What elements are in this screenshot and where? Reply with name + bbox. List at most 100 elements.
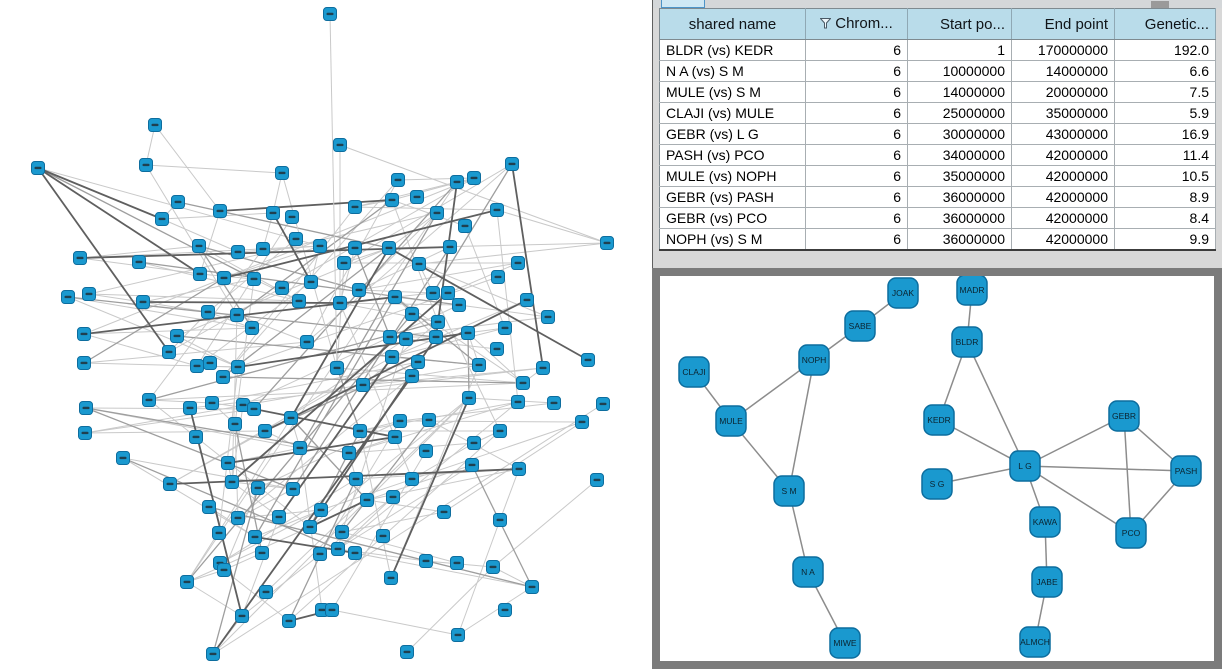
- table-cell[interactable]: 16.9: [1114, 123, 1216, 145]
- table-row[interactable]: MULE (vs) S M 6 14000000 20000000 7.5: [659, 81, 1216, 103]
- network-edge: [148, 399, 213, 404]
- table-cell[interactable]: 6.6: [1114, 60, 1216, 82]
- table-cell[interactable]: 42000000: [1011, 165, 1115, 187]
- table-cell[interactable]: GEBR (vs) PASH: [659, 186, 806, 208]
- table-cell[interactable]: 42000000: [1011, 144, 1115, 166]
- table-cell[interactable]: 9.9: [1114, 228, 1216, 250]
- table-row[interactable]: MULE (vs) NOPH 6 35000000 42000000 10.5: [659, 165, 1216, 187]
- network-node-almch[interactable]: ALMCH: [1019, 626, 1051, 658]
- network-node-miwe[interactable]: MIWE: [829, 627, 861, 659]
- table-cell[interactable]: 42000000: [1011, 207, 1115, 229]
- table-cell[interactable]: 14000000: [907, 81, 1012, 103]
- table-cell[interactable]: 6: [805, 186, 908, 208]
- table-row[interactable]: PASH (vs) PCO 6 34000000 42000000 11.4: [659, 144, 1216, 166]
- table-cell[interactable]: 10.5: [1114, 165, 1216, 187]
- network-node-pco[interactable]: PCO: [1115, 517, 1147, 549]
- network-edge: [161, 218, 239, 253]
- table-row[interactable]: GEBR (vs) L G 6 30000000 43000000 16.9: [659, 123, 1216, 145]
- table-row[interactable]: CLAJI (vs) MULE 6 25000000 35000000 5.9: [659, 102, 1216, 124]
- node-label: S G: [930, 479, 945, 489]
- subnetwork-canvas[interactable]: JOAK SABE NOPH CLAJI MULE S M N A MIWE MADR BLDR K…: [660, 276, 1214, 661]
- table-cell[interactable]: 36000000: [907, 207, 1012, 229]
- panel-divider[interactable]: [652, 0, 653, 268]
- network-edge: [83, 327, 253, 335]
- column-header-genetic-[interactable]: Genetic...: [1114, 8, 1216, 40]
- network-node-bldr[interactable]: BLDR: [951, 326, 983, 358]
- table-cell[interactable]: 6: [805, 165, 908, 187]
- node-label: [599, 402, 607, 406]
- network-node-kawa[interactable]: KAWA: [1029, 506, 1061, 538]
- table-cell[interactable]: 6: [805, 207, 908, 229]
- node-label: [345, 451, 353, 455]
- column-header-start-po-[interactable]: Start po...: [907, 8, 1012, 40]
- panel-tab[interactable]: [661, 0, 705, 8]
- table-cell[interactable]: 6: [805, 144, 908, 166]
- network-node-lg[interactable]: L G: [1009, 450, 1041, 482]
- table-cell[interactable]: BLDR (vs) KEDR: [659, 39, 806, 61]
- table-cell[interactable]: 8.4: [1114, 207, 1216, 229]
- network-edge: [337, 496, 394, 550]
- network-node-madr[interactable]: MADR: [956, 276, 988, 306]
- table-cell[interactable]: 43000000: [1011, 123, 1115, 145]
- node-label: [317, 508, 325, 512]
- table-cell[interactable]: NOPH (vs) S M: [659, 228, 806, 250]
- table-row[interactable]: BLDR (vs) KEDR 6 1 170000000 192.0: [659, 39, 1216, 61]
- table-cell[interactable]: N A (vs) S M: [659, 60, 806, 82]
- network-node-mule[interactable]: MULE: [715, 405, 747, 437]
- table-cell[interactable]: 6: [805, 228, 908, 250]
- network-node-pash[interactable]: PASH: [1170, 455, 1202, 487]
- network-edge: [354, 206, 498, 211]
- overview-network-canvas[interactable]: [0, 0, 652, 669]
- table-cell[interactable]: 7.5: [1114, 81, 1216, 103]
- column-header-shared-name[interactable]: shared name: [659, 8, 806, 40]
- network-node-joak[interactable]: JOAK: [887, 277, 919, 309]
- network-node-na[interactable]: N A: [792, 556, 824, 588]
- table-cell[interactable]: 6: [805, 81, 908, 103]
- table-cell[interactable]: MULE (vs) S M: [659, 81, 806, 103]
- column-header-chrom-[interactable]: Chrom...: [805, 8, 908, 40]
- table-cell[interactable]: 5.9: [1114, 102, 1216, 124]
- table-cell[interactable]: 170000000: [1011, 39, 1115, 61]
- table-cell[interactable]: 6: [805, 39, 908, 61]
- table-row[interactable]: NOPH (vs) S M 6 36000000 42000000 9.9: [659, 228, 1216, 250]
- network-node-claji[interactable]: CLAJI: [678, 356, 710, 388]
- table-cell[interactable]: GEBR (vs) L G: [659, 123, 806, 145]
- table-cell[interactable]: 42000000: [1011, 228, 1115, 250]
- table-cell[interactable]: 20000000: [1011, 81, 1115, 103]
- scrollbar-thumb[interactable]: [1151, 1, 1169, 8]
- table-cell[interactable]: GEBR (vs) PCO: [659, 207, 806, 229]
- table-cell[interactable]: 8.9: [1114, 186, 1216, 208]
- table-cell[interactable]: 36000000: [907, 228, 1012, 250]
- table-cell[interactable]: PASH (vs) PCO: [659, 144, 806, 166]
- network-node-sm[interactable]: S M: [773, 475, 805, 507]
- table-cell[interactable]: 11.4: [1114, 144, 1216, 166]
- table-cell[interactable]: 36000000: [907, 186, 1012, 208]
- table-cell[interactable]: 25000000: [907, 102, 1012, 124]
- table-cell[interactable]: 14000000: [1011, 60, 1115, 82]
- table-cell[interactable]: 30000000: [907, 123, 1012, 145]
- column-header-end-point[interactable]: End point: [1011, 8, 1115, 40]
- table-row[interactable]: N A (vs) S M 6 10000000 14000000 6.6: [659, 60, 1216, 82]
- network-node-gebr[interactable]: GEBR: [1108, 400, 1140, 432]
- table-cell[interactable]: 1: [907, 39, 1012, 61]
- table-cell[interactable]: 35000000: [1011, 102, 1115, 124]
- table-cell[interactable]: 6: [805, 123, 908, 145]
- table-cell[interactable]: 6: [805, 102, 908, 124]
- table-cell[interactable]: 10000000: [907, 60, 1012, 82]
- table-cell[interactable]: MULE (vs) NOPH: [659, 165, 806, 187]
- table-cell[interactable]: 42000000: [1011, 186, 1115, 208]
- network-node-sabe[interactable]: SABE: [844, 310, 876, 342]
- filter-icon[interactable]: [820, 18, 832, 29]
- table-cell[interactable]: 34000000: [907, 144, 1012, 166]
- network-edge: [84, 430, 266, 434]
- table-cell[interactable]: CLAJI (vs) MULE: [659, 102, 806, 124]
- network-node-kedr[interactable]: KEDR: [923, 404, 955, 436]
- network-node-jabe[interactable]: JABE: [1031, 566, 1063, 598]
- table-cell[interactable]: 35000000: [907, 165, 1012, 187]
- table-row[interactable]: GEBR (vs) PCO 6 36000000 42000000 8.4: [659, 207, 1216, 229]
- table-cell[interactable]: 192.0: [1114, 39, 1216, 61]
- network-node-sg[interactable]: S G: [921, 468, 953, 500]
- network-node-noph[interactable]: NOPH: [798, 344, 830, 376]
- table-row[interactable]: GEBR (vs) PASH 6 36000000 42000000 8.9: [659, 186, 1216, 208]
- table-cell[interactable]: 6: [805, 60, 908, 82]
